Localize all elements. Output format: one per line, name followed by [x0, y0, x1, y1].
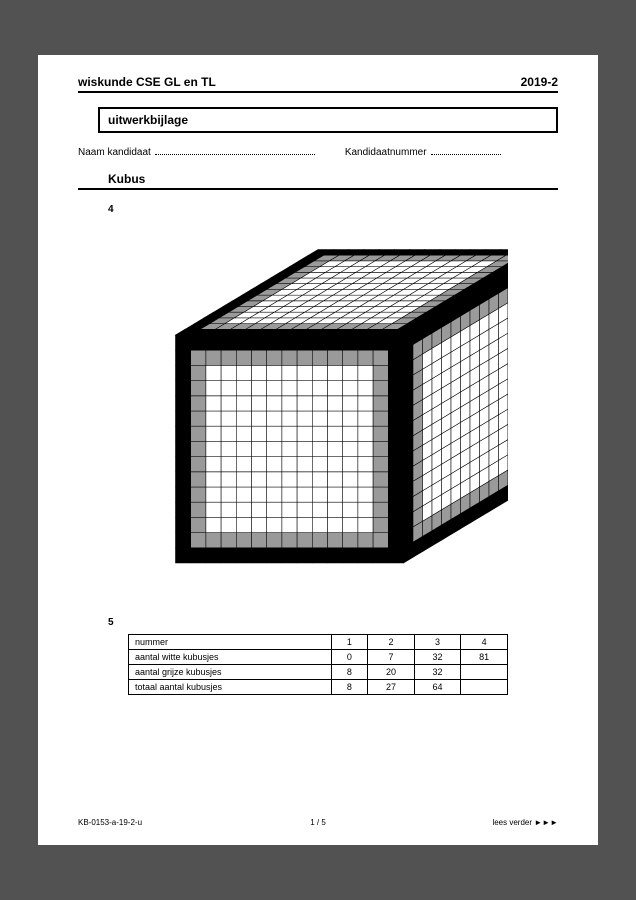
footer-center: 1 / 5 — [310, 818, 326, 827]
cell: 8 — [331, 665, 367, 680]
number-field: Kandidaatnummer — [345, 147, 501, 158]
cell: 7 — [368, 650, 415, 665]
cube-svg — [128, 221, 508, 601]
cell: 64 — [414, 680, 461, 695]
cell: 27 — [368, 680, 415, 695]
cell: 32 — [414, 665, 461, 680]
table-row: totaal aantal kubusjes82764 — [129, 680, 508, 695]
cell: 8 — [331, 680, 367, 695]
cell: 0 — [331, 650, 367, 665]
row-label: aantal witte kubusjes — [129, 650, 332, 665]
row-label: aantal grijze kubusjes — [129, 665, 332, 680]
col-header: 3 — [414, 635, 461, 650]
cell: 20 — [368, 665, 415, 680]
data-table: nummer1234 aantal witte kubusjes073281aa… — [128, 634, 508, 695]
footer-right: lees verder ►►► — [492, 818, 558, 827]
footer-left: KB-0153-a-19-2-u — [78, 818, 142, 827]
row-label: totaal aantal kubusjes — [129, 680, 332, 695]
name-label: Naam kandidaat — [78, 147, 151, 158]
col-header-label: nummer — [129, 635, 332, 650]
header-title: wiskunde CSE GL en TL — [78, 75, 216, 89]
section-title: Kubus — [78, 172, 558, 190]
title-box: uitwerkbijlage — [98, 107, 558, 133]
header-year: 2019-2 — [521, 75, 558, 89]
number-line[interactable] — [431, 154, 501, 155]
name-field: Naam kandidaat — [78, 147, 315, 158]
table-row: aantal grijze kubusjes82032 — [129, 665, 508, 680]
col-header: 1 — [331, 635, 367, 650]
question-4: 4 — [108, 204, 558, 215]
cell — [461, 680, 508, 695]
cell: 32 — [414, 650, 461, 665]
cell: 81 — [461, 650, 508, 665]
col-header: 2 — [368, 635, 415, 650]
footer: KB-0153-a-19-2-u 1 / 5 lees verder ►►► — [78, 818, 558, 827]
name-line[interactable] — [155, 154, 315, 155]
header: wiskunde CSE GL en TL 2019-2 — [78, 75, 558, 93]
page: wiskunde CSE GL en TL 2019-2 uitwerkbijl… — [38, 55, 598, 845]
name-row: Naam kandidaat Kandidaatnummer — [78, 147, 558, 158]
cube-figure — [128, 221, 508, 601]
question-5: 5 — [108, 617, 558, 628]
cell — [461, 665, 508, 680]
number-label: Kandidaatnummer — [345, 147, 427, 158]
table-row: aantal witte kubusjes073281 — [129, 650, 508, 665]
col-header: 4 — [461, 635, 508, 650]
